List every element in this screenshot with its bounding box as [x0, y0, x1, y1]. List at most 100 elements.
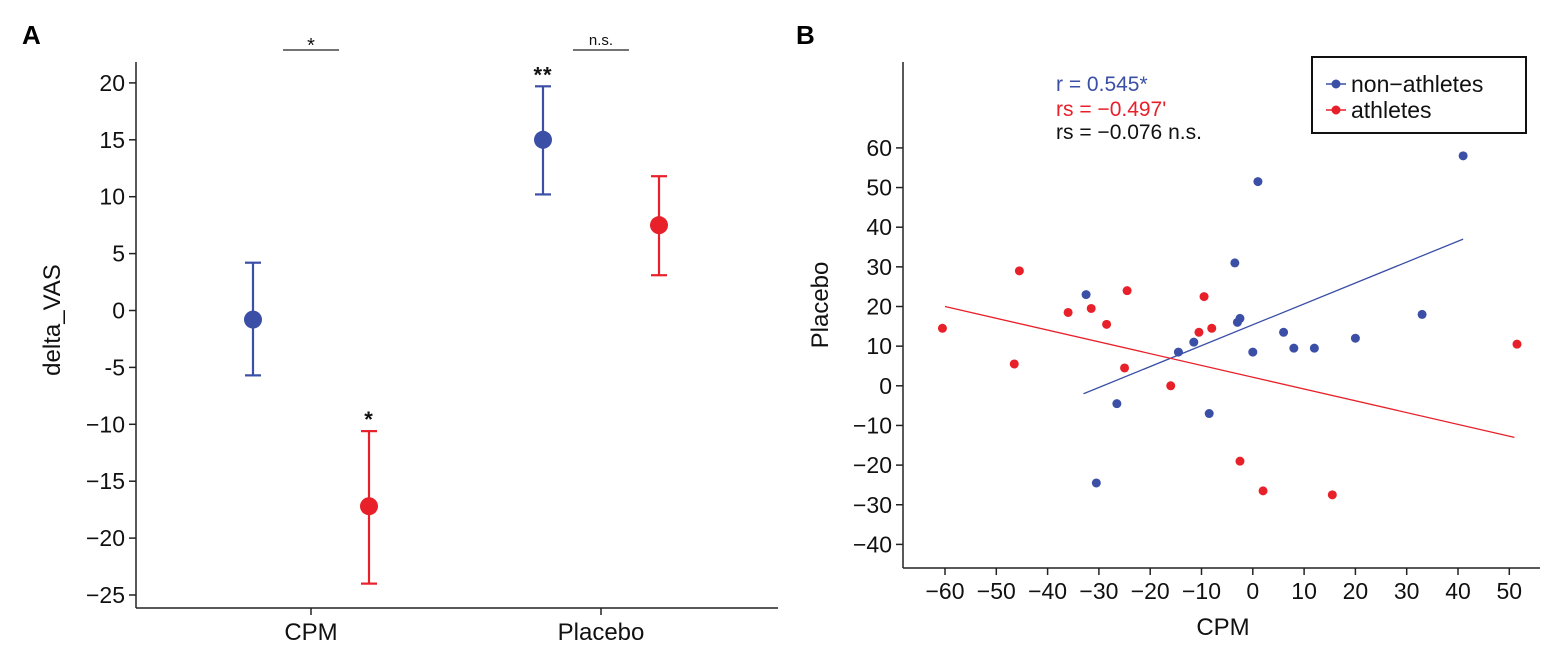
data-point-non-athletes: [1350, 333, 1360, 343]
a-ytick-label: 0: [112, 298, 125, 324]
mean-point-non-athletes-cpm: [244, 310, 262, 329]
data-point-non-athletes: [1417, 309, 1427, 319]
b-xtick-label: 50: [1497, 578, 1523, 604]
stat-athletes: rs = −0.497': [1056, 98, 1166, 121]
b-ytick-label: 30: [866, 254, 892, 280]
b-ytick-label: 10: [866, 333, 892, 359]
data-point-non-athletes: [1112, 399, 1122, 409]
b-xtick-label: −60: [925, 578, 964, 604]
data-point-non-athletes: [1253, 177, 1263, 187]
panel-b-marks: [937, 151, 1522, 500]
data-point-non-athletes: [1204, 409, 1214, 419]
data-point-athletes: [1086, 303, 1096, 313]
b-ytick-label: −40: [853, 531, 892, 557]
data-point-non-athletes: [1279, 327, 1289, 337]
panel-a-marks: ***: [244, 62, 668, 585]
panel-b-xlabel: CPM: [1196, 614, 1249, 641]
b-ytick-label: 0: [879, 373, 892, 399]
significance-label-cpm: *: [307, 35, 315, 57]
data-point-non-athletes: [1289, 343, 1299, 353]
panel-b-y-ticks: 60 50 40 30 20 10 0 −10 −20 −30 −40: [853, 135, 903, 557]
data-point-non-athletes: [1458, 151, 1468, 161]
b-ytick-label: −10: [853, 412, 892, 438]
b-xtick-label: 30: [1394, 578, 1420, 604]
b-xtick-label: 20: [1343, 578, 1369, 604]
b-xtick-label: −20: [1131, 578, 1170, 604]
data-point-athletes: [937, 323, 947, 333]
mean-point-athletes-placebo: [650, 216, 668, 235]
panel-b-x-ticks: −60 −50 −40 −30 −20 −10 0 10 20 30 40 50: [925, 568, 1522, 604]
panel-b-ylabel: Placebo: [807, 262, 834, 349]
legend-label-non-athletes: non−athletes: [1351, 71, 1483, 97]
data-point-athletes: [1166, 381, 1176, 391]
b-xtick-label: 10: [1291, 578, 1317, 604]
data-point-non-athletes: [1309, 343, 1319, 353]
data-point-athletes: [1512, 339, 1522, 349]
mean-point-non-athletes-placebo: [534, 130, 552, 149]
a-xtick-label-cpm: CPM: [284, 619, 337, 646]
a-ytick-label: 20: [99, 70, 125, 96]
data-point-athletes: [1063, 307, 1073, 317]
b-ytick-label: 40: [866, 214, 892, 240]
data-point-athletes: [1194, 327, 1204, 337]
data-point-non-athletes: [1189, 337, 1199, 347]
legend-label-athletes: athletes: [1351, 97, 1432, 123]
panel-a: A delta_VAS 20 15 10 5 0 -5 −10 −15 −20 −25 CPM Pl…: [22, 20, 778, 646]
a-ytick-label: 5: [112, 241, 125, 267]
a-xtick-label-placebo: Placebo: [558, 619, 645, 646]
significance-annotation: *: [364, 407, 374, 432]
b-ytick-label: −20: [853, 452, 892, 478]
data-point-athletes: [1207, 323, 1217, 333]
a-ytick-label: −25: [86, 582, 125, 608]
panel-b: B Placebo CPM 6050403020100−10−20−30−40 …: [796, 20, 1540, 641]
panel-b-label: B: [796, 20, 815, 50]
a-ytick-label: 15: [99, 127, 125, 153]
data-point-non-athletes: [1248, 347, 1258, 357]
a-ytick-label: −10: [86, 411, 125, 437]
significance-annotation: **: [533, 62, 552, 87]
panel-a-label: A: [22, 20, 41, 50]
data-point-athletes: [1199, 292, 1209, 302]
b-ytick-label: −30: [853, 492, 892, 518]
panel-a-x-ticks: CPM Placebo: [284, 608, 644, 646]
data-point-non-athletes: [1091, 478, 1101, 488]
b-ytick-label: 20: [866, 294, 892, 320]
b-xtick-label: −40: [1028, 578, 1067, 604]
data-point-non-athletes: [1235, 313, 1245, 323]
a-ytick-label: −20: [86, 525, 125, 551]
data-point-athletes: [1014, 266, 1024, 276]
a-ytick-label: -5: [105, 354, 125, 380]
data-point-athletes: [1009, 359, 1019, 369]
a-ytick-label: −15: [86, 468, 125, 494]
legend-dot-athletes: [1331, 105, 1341, 115]
b-xtick-label: 0: [1246, 578, 1259, 604]
b-ytick-label: 50: [866, 175, 892, 201]
data-point-non-athletes: [1081, 290, 1091, 300]
b-xtick-label: −10: [1182, 578, 1221, 604]
mean-point-athletes-cpm: [360, 497, 378, 516]
b-xtick-label: 40: [1445, 578, 1471, 604]
b-xtick-label: −50: [977, 578, 1016, 604]
data-point-non-athletes: [1230, 258, 1240, 268]
stat-overall: rs = −0.076 n.s.: [1056, 121, 1202, 144]
stat-nonathletes: r = 0.545*: [1056, 73, 1148, 96]
panel-b-stats: r = 0.545* rs = −0.497' rs = −0.076 n.s.: [1056, 73, 1202, 144]
data-point-non-athletes: [1173, 347, 1183, 357]
a-ytick-label: 10: [99, 184, 125, 210]
data-point-athletes: [1120, 363, 1130, 373]
fit-line-athletes: [944, 305, 1515, 438]
data-point-athletes: [1258, 486, 1268, 496]
data-point-athletes: [1327, 490, 1337, 500]
legend-box: [1311, 56, 1527, 134]
b-ytick-label: 60: [866, 135, 892, 161]
panel-a-comparisons: * n.s.: [283, 32, 629, 57]
panel-a-ylabel: delta_VAS: [39, 264, 66, 376]
legend: non−athletes athletes: [1311, 56, 1527, 134]
panel-b-fit-lines: [944, 238, 1515, 438]
b-xtick-label: −30: [1079, 578, 1118, 604]
significance-label-placebo: n.s.: [589, 32, 613, 49]
data-point-athletes: [1122, 286, 1132, 296]
panel-a-y-ticks: 20 15 10 5 0 -5 −10 −15 −20 −25: [86, 70, 136, 608]
fit-line-non-athletes: [1083, 238, 1464, 395]
